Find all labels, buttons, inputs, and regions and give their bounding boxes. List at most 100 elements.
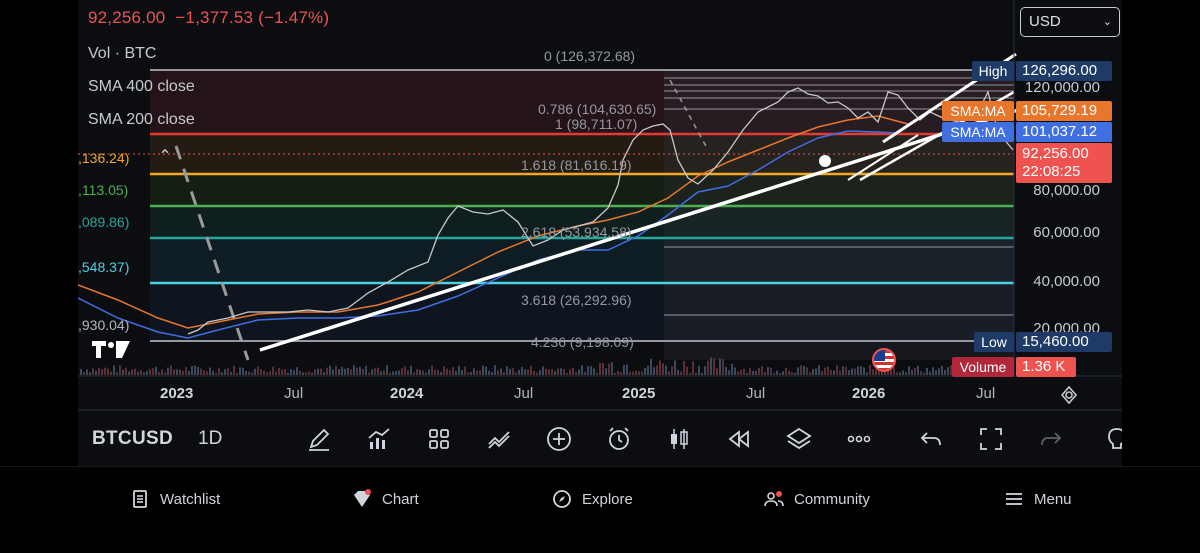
legend-volume[interactable]: Vol · BTC [88, 45, 157, 62]
volume-bar [710, 357, 712, 375]
more-icon[interactable] [844, 424, 874, 454]
volume-bar [623, 365, 625, 375]
nav-menu[interactable]: Menu [1004, 487, 1072, 511]
volume-bar [98, 367, 100, 375]
drawing-icon[interactable] [484, 424, 514, 454]
redo-icon[interactable] [1036, 424, 1066, 454]
volume-bar [755, 371, 757, 375]
volume-bar [536, 372, 538, 375]
volume-bar [911, 369, 913, 375]
fib-label-2618: 2.618 (53,934.58) [521, 224, 632, 240]
left-label-a: ,113.05) [78, 182, 129, 198]
nav-menu-label: Menu [1034, 490, 1072, 508]
volume-bar [278, 368, 280, 375]
volume-bar [818, 365, 820, 375]
volume-bar [704, 366, 706, 375]
volume-bar [692, 361, 694, 375]
volume-bar [503, 372, 505, 375]
legend-collapse-button[interactable]: ⌃ [158, 148, 172, 165]
volume-bar [449, 370, 451, 375]
volume-bar [632, 371, 634, 375]
indicators-icon[interactable] [364, 424, 394, 454]
nav-explore-label: Explore [582, 490, 633, 508]
grid-icon[interactable] [424, 424, 454, 454]
nav-watchlist[interactable]: Watchlist [130, 487, 220, 511]
bulb-icon[interactable] [1102, 424, 1122, 454]
fib-label-4236: 4.236 (9,198.09) [531, 334, 634, 350]
volume-bar [821, 371, 823, 375]
volume-bar [740, 369, 742, 375]
volume-bar [353, 365, 355, 375]
scale-settings-icon[interactable] [1058, 384, 1080, 406]
volume-bar [269, 371, 271, 375]
volume-bar [947, 367, 949, 375]
volume-bar [860, 366, 862, 375]
volume-bar [950, 365, 952, 375]
pencil-icon[interactable] [304, 424, 334, 454]
volume-bar [830, 369, 832, 375]
layers-icon[interactable] [784, 424, 814, 454]
volume-bar [683, 360, 685, 375]
volume-bar [827, 366, 829, 375]
volume-bar [893, 367, 895, 375]
legend-sma-200[interactable]: SMA 200 close [88, 111, 195, 128]
legend-sma-400[interactable]: SMA 400 close [88, 78, 195, 95]
symbol-button[interactable]: BTCUSD [92, 428, 173, 449]
volume-bar [767, 367, 769, 375]
volume-bar [746, 372, 748, 375]
replay-icon[interactable] [724, 424, 754, 454]
volume-bar [266, 372, 268, 375]
candles-icon[interactable] [664, 424, 694, 454]
fullscreen-icon[interactable] [976, 424, 1006, 454]
chart-panel[interactable]: 92,256.00 −1,377.53 (−1.47%) Vol · BTC S… [78, 0, 1122, 466]
volume-bar [437, 369, 439, 375]
watchlist-icon [133, 490, 147, 508]
volume-bar [434, 369, 436, 375]
volume-bar [743, 368, 745, 375]
nav-chart[interactable]: Chart [352, 487, 419, 511]
high-tag-value: 126,296.00 [1016, 61, 1112, 81]
volume-bar [716, 368, 718, 375]
undo-icon[interactable] [916, 424, 946, 454]
volume-bar [203, 370, 205, 375]
volume-bar [188, 370, 190, 375]
currency-select[interactable]: USD ⌄ [1020, 7, 1120, 37]
volume-bar [470, 371, 472, 375]
volume-bar [917, 365, 919, 375]
volume-bar [854, 368, 856, 375]
sma-400-line [78, 115, 909, 329]
volume-bar [89, 372, 91, 375]
volume-bar [881, 371, 883, 375]
volume-bar [800, 365, 802, 375]
volume-bar [677, 369, 679, 375]
volume-bar [737, 371, 739, 375]
plus-circle-icon[interactable] [544, 424, 574, 454]
volume-bar [845, 366, 847, 375]
volume-bar [491, 371, 493, 375]
volume-bar [899, 372, 901, 375]
volume-bar [425, 372, 427, 375]
volume-bar [929, 371, 931, 375]
volume-bar [551, 369, 553, 375]
volume-tag-label: Volume [952, 357, 1014, 377]
alarm-icon[interactable] [604, 424, 634, 454]
volume-bar [332, 369, 334, 375]
nav-community[interactable]: Community [764, 487, 870, 511]
nav-explore[interactable]: Explore [552, 487, 633, 511]
volume-bar [296, 367, 298, 375]
volume-bar [839, 370, 841, 375]
volume-bar [113, 365, 115, 375]
volume-tag-value: 1.36 K [1016, 357, 1076, 377]
volume-bar [914, 367, 916, 375]
price-axis-label-60k: 60,000.00 [1033, 224, 1100, 241]
interval-button[interactable]: 1D [198, 428, 223, 449]
nav-chart-label: Chart [382, 490, 419, 508]
bottom-nav: Watchlist Chart Explore Community Menu [0, 466, 1200, 553]
volume-bar [137, 371, 139, 375]
volume-bar [731, 363, 733, 375]
volume-bar [374, 367, 376, 375]
volume-bar [770, 367, 772, 375]
volume-bar [824, 367, 826, 375]
volume-bar [833, 370, 835, 375]
volume-bar [299, 370, 301, 375]
